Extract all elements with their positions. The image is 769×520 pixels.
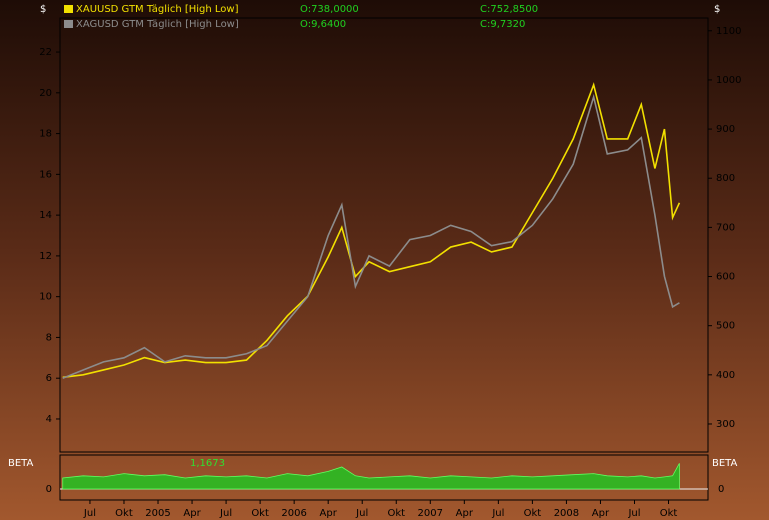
y-tick-label: 12 xyxy=(39,251,52,262)
legend-close: C:9,7320 xyxy=(480,19,525,30)
y-axis-label: $ xyxy=(40,4,46,15)
x-tick-label: 2007 xyxy=(418,508,443,519)
y2-tick-label: 700 xyxy=(716,222,735,233)
x-tick-label: Apr xyxy=(183,508,201,519)
y2-tick-label: 300 xyxy=(716,419,735,430)
legend-close: C:752,8500 xyxy=(480,4,538,15)
y-tick-label: 22 xyxy=(39,47,52,58)
legend-swatch xyxy=(64,20,73,28)
legend-name: XAGUSD GTM Täglich [High Low] xyxy=(76,19,239,30)
y2-tick-label: 1100 xyxy=(716,26,741,37)
beta-tick-label: 0 xyxy=(46,484,52,495)
x-tick-label: Okt xyxy=(660,508,678,519)
x-tick-label: Okt xyxy=(524,508,542,519)
legend-open: O:738,0000 xyxy=(300,4,359,15)
y-tick-label: 18 xyxy=(39,129,52,140)
x-tick-label: Jul xyxy=(355,508,368,519)
legend-swatch xyxy=(64,5,73,13)
y2-tick-label: 900 xyxy=(716,124,735,135)
beta-label: BETA xyxy=(8,458,34,469)
y-tick-label: 4 xyxy=(46,414,52,425)
x-tick-label: 2006 xyxy=(281,508,306,519)
beta-panel xyxy=(59,454,709,501)
x-tick-label: Apr xyxy=(592,508,610,519)
x-tick-label: Jul xyxy=(83,508,96,519)
main-panel xyxy=(59,17,709,453)
y2-axis-label: $ xyxy=(714,4,720,15)
y-tick-label: 16 xyxy=(39,169,52,180)
y-tick-label: 14 xyxy=(39,210,52,221)
x-tick-label: Apr xyxy=(320,508,338,519)
legend-open: O:9,6400 xyxy=(300,19,346,30)
legend-name: XAUUSD GTM Täglich [High Low] xyxy=(76,4,239,15)
y-tick-label: 8 xyxy=(46,332,52,343)
beta-tick-label: 0 xyxy=(718,484,724,495)
beta-value: 1,1673 xyxy=(190,458,225,469)
x-tick-label: Jul xyxy=(491,508,504,519)
x-tick-label: 2005 xyxy=(145,508,170,519)
beta-label: BETA xyxy=(712,458,738,469)
y-tick-label: 10 xyxy=(39,292,52,303)
x-tick-label: Jul xyxy=(627,508,640,519)
x-tick-label: Okt xyxy=(251,508,269,519)
beta-area xyxy=(62,463,680,490)
x-tick-label: Jul xyxy=(219,508,232,519)
x-tick-label: Okt xyxy=(115,508,133,519)
x-tick-label: 2008 xyxy=(554,508,579,519)
y2-tick-label: 600 xyxy=(716,272,735,283)
y2-tick-label: 400 xyxy=(716,370,735,381)
x-tick-label: Okt xyxy=(387,508,405,519)
x-tick-label: Apr xyxy=(456,508,474,519)
y2-tick-label: 500 xyxy=(716,321,735,332)
y2-tick-label: 1000 xyxy=(716,75,741,86)
y2-tick-label: 800 xyxy=(716,173,735,184)
y-tick-label: 20 xyxy=(39,88,52,99)
price-line xyxy=(62,93,680,379)
y-tick-label: 6 xyxy=(46,373,52,384)
price-line xyxy=(62,82,681,379)
